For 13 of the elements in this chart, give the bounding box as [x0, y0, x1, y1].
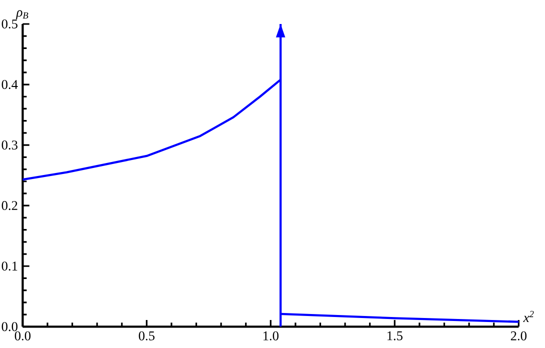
y-axis-title: ρ$_{B}$ [16, 10, 28, 20]
y-tick-label: 0.2 [2, 201, 18, 210]
y-tick-label: 0.5 [2, 19, 18, 29]
x-tick-label: 1.5 [388, 331, 402, 340]
x-tick-label: 0.0 [14, 331, 31, 340]
x-tick-label: 2.0 [510, 331, 526, 340]
y-tick-label: 0.3 [2, 140, 18, 150]
y-tick-label: 0.0 [2, 322, 18, 332]
x-tick-label: 0.5 [138, 331, 154, 340]
x-tick-label: 1.0 [264, 331, 279, 340]
y-tick-label: 0.4 [2, 80, 18, 90]
x-axis-title: x$^{2}$ [523, 310, 534, 322]
y-tick-label: 0.1 [2, 262, 18, 271]
